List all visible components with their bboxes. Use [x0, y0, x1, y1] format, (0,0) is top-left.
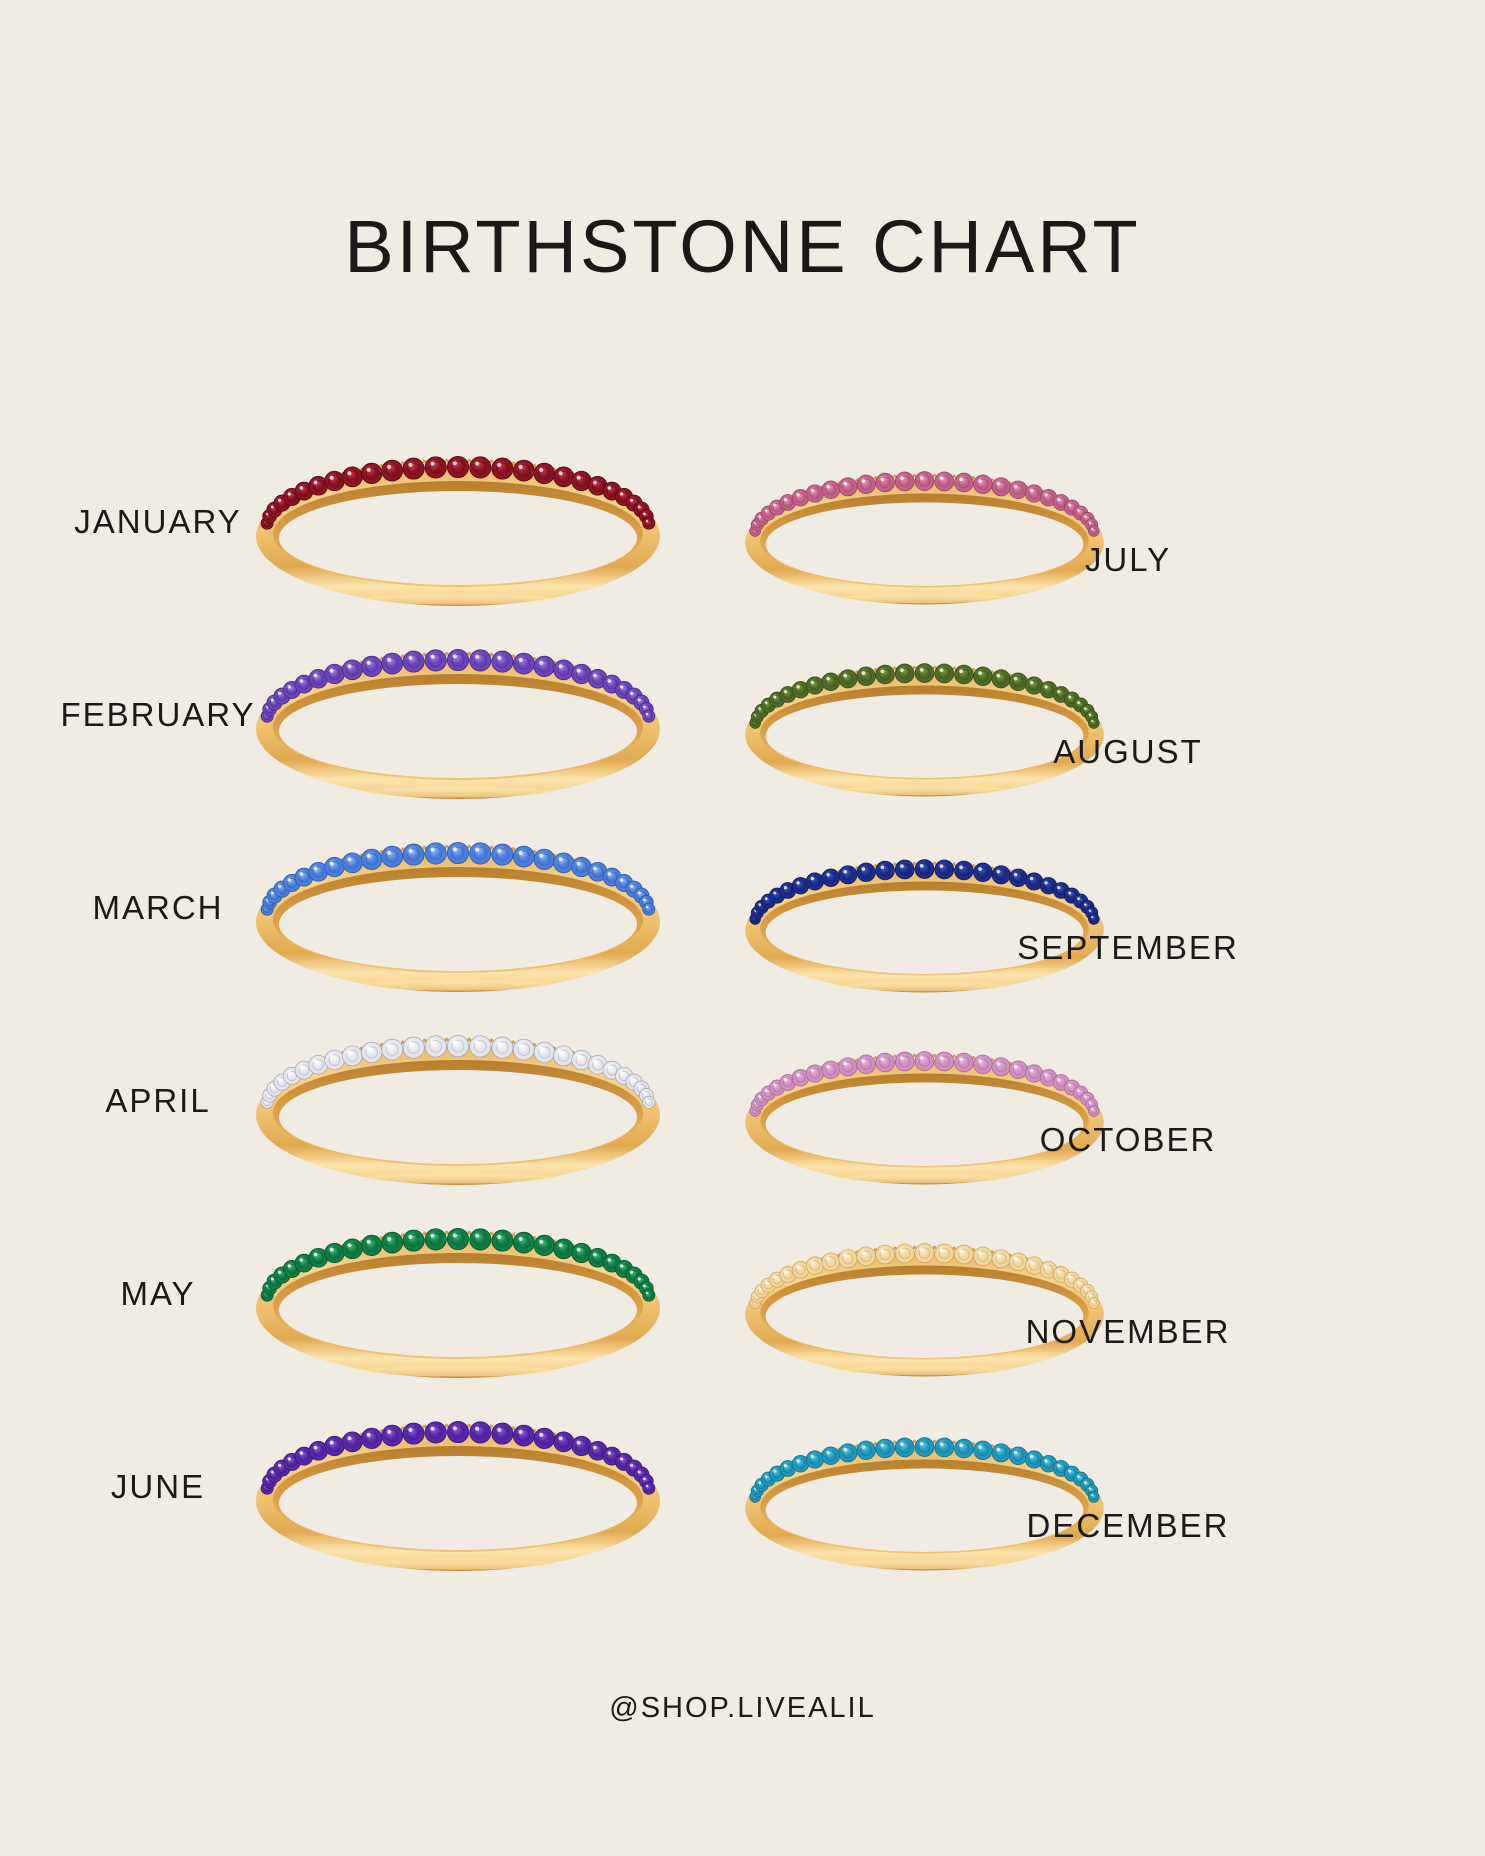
stone-row	[260, 1227, 656, 1302]
ring-july	[745, 471, 1104, 605]
ring-hole	[279, 877, 637, 971]
ring-hole	[279, 684, 637, 778]
month-label-august: AUGUST	[1053, 733, 1203, 770]
ring-hole	[765, 890, 1084, 974]
stone-row	[749, 859, 1100, 925]
ring-hole	[765, 1082, 1084, 1166]
ring-january	[256, 455, 660, 606]
ring-february	[256, 648, 660, 799]
ring-october	[745, 1051, 1104, 1185]
month-label-november: NOVEMBER	[1025, 1313, 1231, 1350]
month-label-june: JUNE	[110, 1468, 206, 1505]
ring-may	[256, 1227, 660, 1378]
stone-row	[749, 663, 1100, 729]
stone-row	[260, 1034, 656, 1109]
month-label-december: DECEMBER	[1026, 1507, 1230, 1544]
page-title: BIRTHSTONE CHART	[344, 205, 1141, 288]
ring-november	[745, 1243, 1104, 1377]
stone-row	[749, 471, 1100, 537]
footer-handle: @SHOP.LIVEALIL	[609, 1692, 876, 1724]
ring-august	[745, 663, 1104, 797]
ring-hole	[765, 1468, 1084, 1552]
ring-april	[256, 1034, 660, 1185]
stone-row	[749, 1243, 1100, 1309]
ring-hole	[765, 1274, 1084, 1358]
month-label-march: MARCH	[92, 889, 224, 926]
ring-hole	[279, 1070, 637, 1164]
ring-hole	[279, 1456, 637, 1550]
ring-march	[256, 841, 660, 992]
stone-row	[260, 1420, 656, 1495]
stone-row	[749, 1437, 1100, 1503]
ring-september	[745, 859, 1104, 993]
ring-hole	[279, 491, 637, 585]
stone-row	[260, 648, 656, 723]
ring-hole	[765, 502, 1084, 586]
ring-june	[256, 1420, 660, 1571]
month-label-may: MAY	[120, 1275, 196, 1312]
month-label-july: JULY	[1084, 541, 1172, 578]
month-label-january: JANUARY	[74, 503, 242, 540]
month-label-september: SEPTEMBER	[1017, 929, 1239, 966]
month-label-april: APRIL	[105, 1082, 211, 1119]
stone-row	[260, 841, 656, 916]
ring-hole	[765, 694, 1084, 778]
stone-row	[749, 1051, 1100, 1117]
ring-hole	[279, 1263, 637, 1357]
stone-row	[260, 455, 656, 530]
month-label-october: OCTOBER	[1039, 1121, 1217, 1158]
ring-december	[745, 1437, 1104, 1571]
month-label-february: FEBRUARY	[60, 696, 256, 733]
